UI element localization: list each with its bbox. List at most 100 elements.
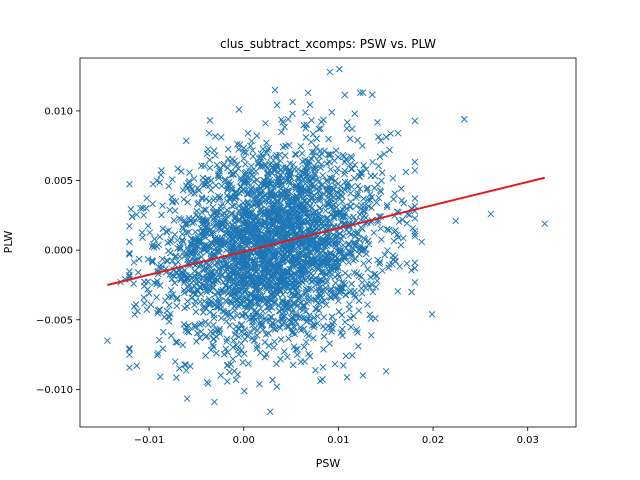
data-point — [210, 343, 217, 351]
data-point — [336, 207, 344, 215]
x-tick-label: 0.01 — [327, 435, 349, 446]
data-point — [223, 317, 230, 325]
data-point — [399, 216, 406, 224]
data-point — [274, 169, 281, 176]
data-point — [308, 155, 315, 163]
data-point — [276, 263, 284, 271]
data-point — [277, 166, 285, 174]
data-point — [365, 257, 373, 265]
data-point — [234, 228, 241, 236]
y-tick-label: 0.005 — [44, 176, 73, 187]
data-point — [297, 358, 305, 366]
data-point — [271, 86, 279, 94]
data-point — [384, 247, 391, 254]
data-point — [275, 323, 283, 331]
data-point — [181, 361, 188, 369]
data-point — [217, 372, 225, 379]
data-point — [300, 121, 308, 129]
data-point — [171, 207, 179, 215]
data-point — [383, 226, 391, 233]
data-point — [341, 318, 349, 326]
data-point — [248, 314, 256, 322]
data-point — [324, 259, 331, 267]
data-point — [358, 247, 365, 255]
data-point — [377, 137, 385, 144]
data-point — [153, 243, 161, 250]
data-point — [225, 289, 233, 297]
data-point — [324, 214, 331, 221]
data-point — [289, 98, 296, 106]
data-point — [185, 328, 193, 336]
data-point — [169, 257, 176, 265]
data-point — [333, 169, 340, 176]
data-point — [326, 340, 333, 347]
data-point — [321, 243, 329, 251]
data-point — [339, 232, 347, 240]
data-point — [218, 236, 225, 244]
data-point — [389, 174, 397, 182]
data-point — [294, 351, 301, 359]
data-point — [309, 130, 317, 138]
data-point — [392, 227, 399, 234]
data-point — [206, 301, 214, 308]
data-point — [211, 250, 218, 258]
data-point — [263, 169, 271, 177]
data-point — [197, 290, 205, 298]
data-point — [235, 257, 243, 264]
data-point — [192, 246, 199, 254]
data-point — [332, 239, 339, 247]
data-point — [243, 304, 251, 312]
data-point — [250, 241, 257, 249]
data-point — [183, 328, 191, 335]
data-point — [360, 260, 367, 267]
y-tick-label: 0.010 — [44, 106, 73, 117]
data-point — [319, 247, 326, 254]
data-point — [211, 236, 219, 243]
data-point — [238, 340, 245, 347]
data-point — [175, 272, 183, 280]
data-point — [408, 266, 415, 274]
data-point — [235, 324, 243, 332]
data-point — [288, 329, 296, 337]
data-point — [371, 315, 379, 322]
data-point — [348, 125, 356, 133]
data-point — [224, 361, 232, 369]
data-point — [347, 314, 354, 322]
data-point — [232, 376, 240, 384]
data-point — [249, 279, 257, 287]
data-point — [206, 164, 214, 172]
data-point — [279, 291, 287, 298]
data-point — [294, 345, 301, 353]
data-point — [277, 157, 284, 165]
data-point — [201, 162, 208, 170]
data-point — [351, 233, 359, 240]
data-point — [241, 180, 249, 187]
data-point — [255, 313, 263, 321]
data-point — [452, 217, 460, 225]
data-point — [205, 295, 213, 303]
data-point — [356, 185, 364, 193]
data-point — [174, 165, 182, 173]
data-point — [206, 156, 213, 164]
data-point — [222, 246, 230, 254]
data-point — [352, 194, 360, 202]
data-point — [327, 151, 335, 158]
data-point — [309, 211, 317, 219]
data-point — [173, 295, 180, 303]
data-point — [228, 298, 235, 306]
data-point — [207, 230, 215, 237]
data-point — [297, 220, 304, 228]
data-point — [241, 237, 249, 245]
data-point — [298, 227, 305, 234]
data-point — [273, 151, 280, 159]
data-point — [284, 269, 292, 277]
data-point — [394, 287, 402, 295]
data-point — [385, 226, 393, 234]
data-point — [254, 200, 261, 208]
data-point — [270, 344, 278, 351]
data-point — [360, 162, 368, 169]
data-point — [345, 305, 353, 313]
data-point — [487, 210, 495, 218]
data-point — [364, 265, 372, 273]
data-point — [217, 314, 225, 322]
